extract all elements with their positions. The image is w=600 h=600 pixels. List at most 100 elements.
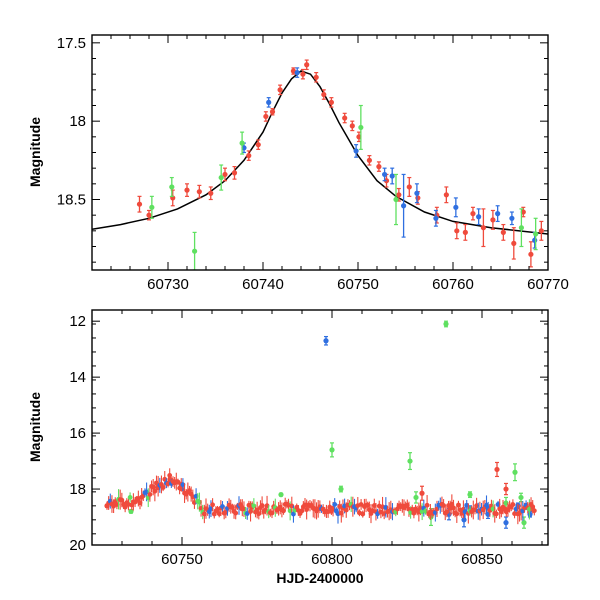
bottom-data-point <box>512 469 518 475</box>
bottom-band-point <box>332 502 338 507</box>
bottom-panel: 60750 60800 60850 12 14 16 18 20 Magnitude HJD-… <box>27 309 549 586</box>
bottom-data-point <box>503 500 509 506</box>
top-x-tick-label: 60770 <box>527 276 569 293</box>
top-plot-area <box>92 59 548 270</box>
top-data-point <box>300 71 306 77</box>
top-data-point <box>406 184 412 190</box>
top-y-tick-label: 18.5 <box>57 192 86 209</box>
top-data-point <box>443 192 449 198</box>
bottom-band-point <box>510 502 516 507</box>
top-data-point <box>358 124 364 131</box>
top-data-point <box>495 211 501 217</box>
bottom-plot-area <box>104 320 537 529</box>
top-data-point <box>294 70 300 76</box>
bottom-data-point <box>443 321 449 327</box>
top-data-point <box>396 192 402 198</box>
top-data-point <box>239 140 245 146</box>
bottom-y-tick-label: 12 <box>69 313 86 330</box>
bottom-data-point <box>278 492 284 498</box>
bottom-data-point <box>338 486 344 492</box>
bottom-data-point <box>407 458 413 464</box>
bottom-band-point <box>233 510 239 516</box>
bottom-data-point <box>461 517 467 523</box>
top-data-point <box>321 91 327 98</box>
top-data-point <box>269 109 276 115</box>
top-data-point <box>500 229 506 235</box>
bottom-band-point <box>531 508 537 514</box>
top-data-point <box>401 203 407 209</box>
bottom-x-axis-label: HJD-2400000 <box>276 570 363 586</box>
bottom-axis-ticks: 60750 60800 60850 12 14 16 18 20 <box>69 309 548 568</box>
top-data-point <box>476 214 482 220</box>
bottom-band-point <box>424 502 430 508</box>
top-data-point <box>263 113 269 120</box>
top-model-curve <box>92 70 548 235</box>
bottom-data-point <box>521 520 527 526</box>
top-data-point <box>246 153 252 159</box>
bottom-data-point <box>419 490 425 496</box>
top-data-point <box>304 62 310 68</box>
bottom-data-point <box>503 520 509 526</box>
top-data-point <box>266 99 272 105</box>
top-data-point <box>415 195 421 201</box>
top-data-point <box>149 204 155 210</box>
top-axis-ticks: 60730 60740 60750 60760 60770 17.5 18 18.5 <box>57 35 569 293</box>
top-data-point <box>255 142 261 148</box>
bottom-band-point <box>210 502 216 508</box>
top-data-point <box>533 231 539 237</box>
top-data-point <box>414 190 420 196</box>
top-data-point <box>277 87 283 93</box>
top-data-point <box>509 215 515 221</box>
bottom-band-point <box>167 473 173 478</box>
top-data-point <box>433 215 439 221</box>
top-data-point <box>490 217 496 223</box>
bottom-data-point <box>503 486 509 492</box>
top-data-point <box>218 174 224 181</box>
top-data-point <box>376 164 382 170</box>
top-data-point <box>146 212 152 218</box>
top-y-tick-label: 18 <box>69 113 86 130</box>
top-data-point <box>366 157 372 163</box>
top-data-point <box>328 99 334 105</box>
top-y-axis-label: Magnitude <box>27 117 43 187</box>
top-data-point <box>349 123 355 129</box>
top-data-point <box>453 204 459 210</box>
top-data-point <box>393 196 399 203</box>
bottom-x-tick-label: 60750 <box>161 551 203 568</box>
top-data-point <box>470 211 476 217</box>
top-data-point <box>480 225 486 231</box>
bottom-data-point <box>128 508 134 515</box>
bottom-y-tick-label: 16 <box>69 425 86 442</box>
top-data-point <box>184 187 190 193</box>
top-data-point <box>222 171 228 178</box>
top-data-point <box>528 251 534 257</box>
bottom-x-tick-label: 60800 <box>311 551 353 568</box>
bottom-y-axis-label: Magnitude <box>27 392 43 462</box>
bottom-plot-frame <box>91 309 549 546</box>
bottom-y-tick-label: 20 <box>69 537 86 554</box>
bottom-y-tick-label: 14 <box>69 369 86 386</box>
top-data-point <box>208 190 214 196</box>
top-x-tick-label: 60750 <box>337 276 379 293</box>
top-data-point <box>538 228 544 234</box>
top-data-point <box>192 248 198 254</box>
top-panel: 60730 60740 60750 60760 60770 17.5 18 18.5 Magn… <box>27 34 569 293</box>
bottom-data-point <box>323 338 329 344</box>
bottom-band-point <box>444 509 450 515</box>
top-x-tick-label: 60740 <box>242 276 284 293</box>
top-data-point <box>532 237 538 243</box>
bottom-band-point <box>494 511 499 517</box>
bottom-data-point <box>518 494 524 501</box>
top-data-point <box>342 115 348 121</box>
bottom-data-point <box>467 492 473 498</box>
top-x-tick-label: 60730 <box>147 276 189 293</box>
top-data-point <box>382 171 388 178</box>
bottom-data-point <box>329 447 335 453</box>
bottom-data-point <box>413 494 419 501</box>
top-data-point <box>231 170 238 176</box>
top-data-point <box>313 74 319 80</box>
bottom-band-point <box>454 511 460 517</box>
bottom-data-point <box>527 511 533 517</box>
top-plot-frame <box>91 34 549 271</box>
